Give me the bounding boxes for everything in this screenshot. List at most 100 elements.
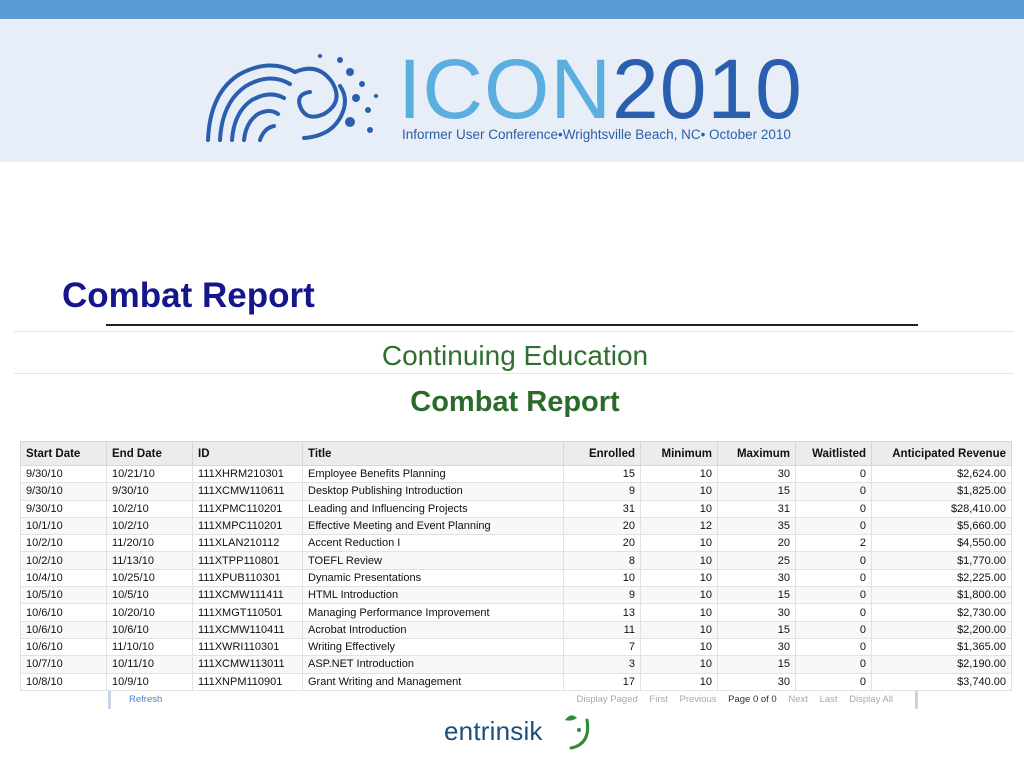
table-cell: 10 (640, 464, 718, 484)
table-cell: 10/9/10 (106, 672, 193, 691)
table-cell: Employee Benefits Planning (302, 464, 564, 484)
conference-logo-text: ICON2010 (398, 44, 803, 134)
table-cell: Accent Reduction I (302, 534, 564, 553)
table-cell: 10/6/10 (20, 603, 107, 622)
column-header: End Date (106, 441, 193, 466)
table-body: 9/30/10 10/21/10 111XHRM210301 Employee Ben… (20, 464, 1012, 691)
table-cell: Effective Meeting and Event Planning (302, 516, 564, 536)
table-cell: 10/2/10 (20, 551, 107, 570)
first-page-link[interactable]: First (649, 694, 668, 705)
table-cell: 15 (563, 464, 641, 484)
table-cell: $28,410.00 (871, 499, 1012, 518)
table-cell: Grant Writing and Management (302, 672, 564, 691)
table-cell: $1,825.00 (871, 482, 1012, 501)
previous-page-link[interactable]: Previous (679, 694, 717, 705)
table-row: 10/6/10 11/10/10 111XWRI110301 Writing Effe… (20, 637, 1012, 657)
table-row: 10/6/10 10/6/10 111XCMW110411 Acrobat Intro… (20, 620, 1012, 639)
table-row: 9/30/10 9/30/10 111XCMW110611 Desktop Publi… (20, 482, 1012, 501)
table-cell: Acrobat Introduction (302, 620, 564, 639)
table-cell: 10 (640, 482, 718, 501)
entrinsik-logo-text: entrinsik (444, 716, 543, 746)
table-cell: 111XHRM210301 (192, 464, 303, 484)
logo-year: 2010 (612, 42, 803, 136)
table-cell: $1,800.00 (871, 586, 1012, 605)
table-cell: 12 (640, 516, 718, 536)
report-table: Start Date End Date ID Title Enrolled Minimum… (20, 441, 1012, 691)
table-row: 10/2/10 11/13/10 111XTPP110801 TOEFL Review… (20, 551, 1012, 570)
table-cell: 0 (795, 568, 872, 588)
table-cell: 20 (563, 534, 641, 553)
report-organization: Continuing Education (381, 340, 649, 371)
table-row: 10/1/10 10/2/10 111XMPC110201 Effective Mee… (20, 516, 1012, 536)
table-cell: 11/13/10 (106, 551, 193, 570)
table-cell: $2,624.00 (871, 464, 1012, 484)
table-cell: 111XCMW110611 (192, 482, 303, 501)
table-cell: 13 (563, 603, 641, 622)
display-all-link[interactable]: Display All (849, 694, 893, 705)
table-cell: 10/25/10 (106, 568, 193, 588)
table-cell: 10/2/10 (106, 516, 193, 536)
table-cell: 0 (795, 464, 872, 484)
table-cell: 7 (563, 637, 641, 657)
table-cell: 0 (795, 482, 872, 501)
table-cell: 10/20/10 (106, 603, 193, 622)
display-paged-link[interactable]: Display Paged (576, 694, 638, 705)
table-row: 10/4/10 10/25/10 111XPUB110301 Dynamic Pres… (20, 568, 1012, 588)
table-cell: 30 (717, 603, 796, 622)
table-cell: 11/20/10 (106, 534, 193, 553)
table-cell: $3,740.00 (871, 672, 1012, 691)
table-cell: 0 (795, 603, 872, 622)
table-cell: 0 (795, 551, 872, 570)
table-cell: 10 (640, 586, 718, 605)
table-cell: $1,770.00 (871, 551, 1012, 570)
table-cell: HTML Introduction (302, 586, 564, 605)
table-cell: 111XWRI110301 (192, 637, 303, 657)
table-cell: 10 (640, 637, 718, 657)
column-header: Enrolled (563, 441, 641, 466)
table-cell: 2 (795, 534, 872, 553)
column-header: ID (192, 441, 303, 466)
pager-controls: Display Paged First Previous Page 0 of 0… (568, 694, 894, 705)
table-cell: Desktop Publishing Introduction (302, 482, 564, 501)
column-header: Maximum (717, 441, 796, 466)
table-cell: 10/6/10 (106, 620, 193, 639)
table-cell: 111XPMC110201 (192, 499, 303, 518)
table-cell: 10 (640, 499, 718, 518)
table-cell: $1,365.00 (871, 637, 1012, 657)
table-cell: 15 (717, 586, 796, 605)
last-page-link[interactable]: Last (819, 694, 838, 705)
table-cell: 10 (640, 568, 718, 588)
table-cell: 10/7/10 (20, 655, 107, 674)
column-header: Title (302, 441, 564, 466)
table-cell: 10/5/10 (20, 586, 107, 605)
table-cell: 111XLAN210112 (192, 534, 303, 553)
table-cell: 0 (795, 637, 872, 657)
column-header: Minimum (640, 441, 718, 466)
table-cell: 8 (563, 551, 641, 570)
next-page-link[interactable]: Next (788, 694, 808, 705)
table-cell: Dynamic Presentations (302, 568, 564, 588)
table-cell: $2,225.00 (871, 568, 1012, 588)
table-cell: 111XCMW110411 (192, 620, 303, 639)
table-cell: 15 (717, 620, 796, 639)
table-cell: 10/2/10 (20, 534, 107, 553)
table-cell: TOEFL Review (302, 551, 564, 570)
table-cell: $2,730.00 (871, 603, 1012, 622)
table-cell: 10 (640, 551, 718, 570)
table-cell: 111XNPM110901 (192, 672, 303, 691)
report-header-box (14, 331, 1014, 374)
table-cell: Leading and Influencing Projects (302, 499, 564, 518)
refresh-link[interactable]: Refresh (129, 694, 163, 705)
table-row: 9/30/10 10/21/10 111XHRM210301 Employee Ben… (20, 464, 1012, 484)
table-cell: $2,190.00 (871, 655, 1012, 674)
table-cell: 10/4/10 (20, 568, 107, 588)
table-cell: 9/30/10 (20, 499, 107, 518)
table-cell: 10/5/10 (106, 586, 193, 605)
table-row: 10/2/10 11/20/10 111XLAN210112 Accent Reduc… (20, 534, 1012, 553)
table-cell: 9/30/10 (20, 464, 107, 484)
table-cell: 10/6/10 (20, 620, 107, 639)
table-header-row: Start Date End Date ID Title Enrolled Minimum… (20, 441, 1012, 466)
table-cell: 10/6/10 (20, 637, 107, 657)
table-cell: 0 (795, 516, 872, 536)
